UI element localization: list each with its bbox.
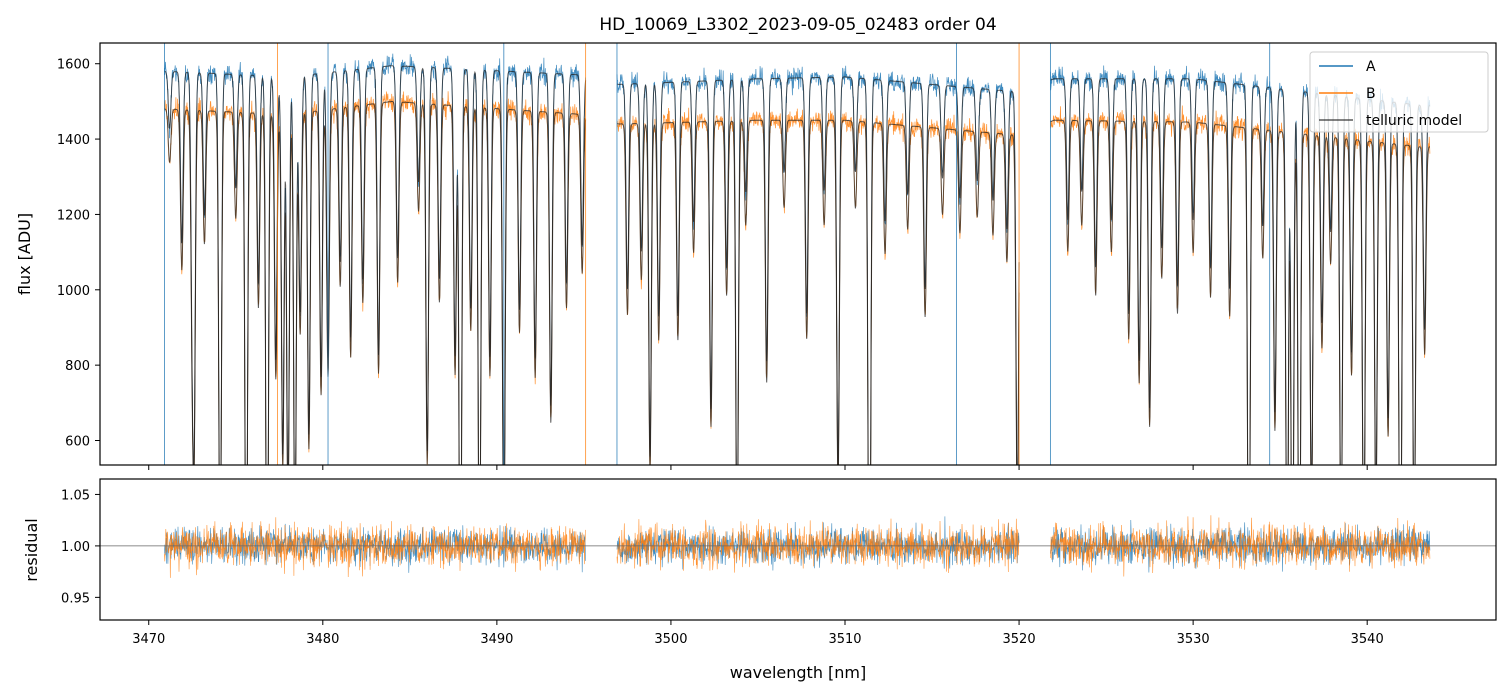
residual-B-segment-2 xyxy=(1050,515,1431,577)
top-axes-frame xyxy=(99,42,1497,466)
top-panel: 600 800 1000 1200 1400 1600 flux [ADU] A B te… xyxy=(15,42,1497,470)
legend-label-B: B xyxy=(1366,86,1376,102)
top-x-axis xyxy=(148,465,1368,470)
top-y-tick-label: 1600 xyxy=(57,58,90,73)
bottom-y-axis: 0.95 1.00 1.05 xyxy=(61,488,100,606)
bottom-x-tick-label: 3510 xyxy=(828,632,861,647)
bottom-y-tick-label: 1.00 xyxy=(61,540,90,555)
top-y-tick-label: 600 xyxy=(65,435,90,450)
telluric-model-B-segment-1 xyxy=(616,119,1020,465)
top-y-tick-label: 1000 xyxy=(57,284,90,299)
top-y-tick-label: 800 xyxy=(65,359,90,374)
bottom-x-axis: 3470 3480 3490 3500 3510 3520 3530 3540 xyxy=(132,620,1384,647)
bottom-x-tick-label: 3490 xyxy=(480,632,513,647)
bottom-x-tick-label: 3520 xyxy=(1003,632,1036,647)
figure-title: HD_10069_L3302_2023-09-05_02483 order 04 xyxy=(599,15,996,35)
top-y-tick-label: 1200 xyxy=(57,208,90,223)
bottom-y-tick-label: 0.95 xyxy=(61,591,90,606)
telluric-model-A-segment-1 xyxy=(616,76,1020,465)
bottom-x-tick-label: 3500 xyxy=(654,632,687,647)
top-y-axis: 600 800 1000 1200 1400 1600 xyxy=(57,58,100,450)
residual-B-segment-1 xyxy=(616,518,1020,574)
bottom-x-tick-label: 3540 xyxy=(1351,632,1384,647)
bottom-x-tick-label: 3480 xyxy=(306,632,339,647)
telluric-model-B-segment-2 xyxy=(1050,119,1431,465)
top-plot-area xyxy=(164,43,1431,465)
bottom-y-axis-label: residual xyxy=(22,518,41,581)
top-y-tick-label: 1400 xyxy=(57,133,90,148)
series-A-segment-1 xyxy=(616,65,1020,465)
legend: A B telluric model xyxy=(1309,51,1489,133)
x-axis-label: wavelength [nm] xyxy=(730,663,867,682)
bottom-y-tick-label: 1.05 xyxy=(61,488,90,503)
legend-label-A: A xyxy=(1366,59,1376,75)
bottom-plot-area xyxy=(100,515,1496,578)
telluric-model-B-segment-0 xyxy=(164,101,587,465)
bottom-x-tick-label: 3470 xyxy=(132,632,165,647)
bottom-axes-frame xyxy=(99,478,1497,621)
top-y-axis-label: flux [ADU] xyxy=(15,213,34,295)
bottom-panel: 0.95 1.00 1.05 3470 3480 3490 3500 3510 3520 353… xyxy=(22,478,1497,682)
telluric-model-A-segment-2 xyxy=(1050,78,1431,465)
telluric-model-A-segment-0 xyxy=(164,65,587,465)
bottom-x-tick-label: 3530 xyxy=(1177,632,1210,647)
residual-A-segment-2 xyxy=(1050,519,1431,573)
legend-label-telluric-model: telluric model xyxy=(1366,113,1462,129)
residual-B-segment-0 xyxy=(164,517,586,578)
legend-box xyxy=(1309,51,1489,133)
